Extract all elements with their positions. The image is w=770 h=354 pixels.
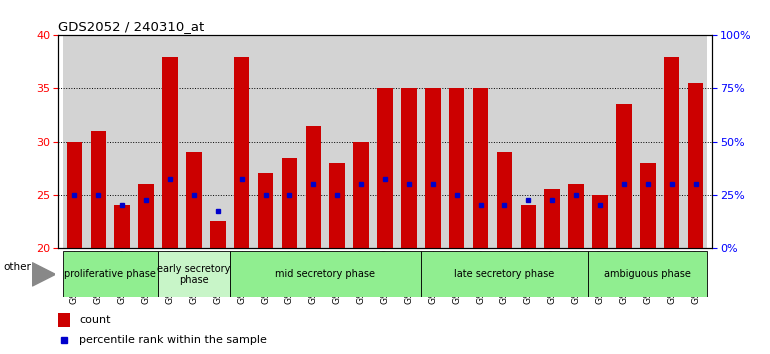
Bar [115, 205, 130, 248]
Bar [636, 35, 660, 248]
Bar [377, 88, 393, 248]
Bar [521, 205, 536, 248]
Bar [421, 35, 445, 248]
Bar [517, 35, 541, 248]
Bar [210, 221, 226, 248]
Bar [306, 126, 321, 248]
FancyBboxPatch shape [62, 251, 158, 297]
Bar [684, 35, 708, 248]
Bar [62, 35, 86, 248]
Bar [86, 35, 110, 248]
Bar [612, 35, 636, 248]
FancyBboxPatch shape [421, 251, 588, 297]
Bar [58, 313, 71, 327]
Text: proliferative phase: proliferative phase [65, 269, 156, 279]
Bar [397, 35, 421, 248]
Polygon shape [32, 263, 55, 286]
Bar [449, 88, 464, 248]
Bar [158, 35, 182, 248]
Bar [660, 35, 684, 248]
Text: late secretory phase: late secretory phase [454, 269, 554, 279]
Bar [445, 35, 469, 248]
Bar [186, 152, 202, 248]
Bar [469, 35, 493, 248]
Text: count: count [79, 315, 110, 325]
Bar [616, 104, 631, 248]
Bar [162, 57, 178, 248]
Bar [541, 35, 564, 248]
Bar [301, 35, 325, 248]
FancyBboxPatch shape [158, 251, 229, 297]
Bar [277, 35, 301, 248]
Bar [425, 88, 440, 248]
Bar [588, 35, 612, 248]
Bar [258, 173, 273, 248]
Bar [67, 142, 82, 248]
Text: mid secretory phase: mid secretory phase [276, 269, 375, 279]
Bar [473, 88, 488, 248]
Bar [568, 184, 584, 248]
Bar [139, 184, 154, 248]
Bar [493, 35, 517, 248]
Bar [282, 158, 297, 248]
Bar [325, 35, 349, 248]
Bar [349, 35, 373, 248]
Bar [688, 83, 703, 248]
Bar [373, 35, 397, 248]
Text: early secretory
phase: early secretory phase [157, 263, 230, 285]
Bar [330, 163, 345, 248]
Bar [564, 35, 588, 248]
Bar [234, 57, 249, 248]
FancyBboxPatch shape [229, 251, 421, 297]
Bar [497, 152, 512, 248]
Bar [640, 163, 655, 248]
Text: ambiguous phase: ambiguous phase [604, 269, 691, 279]
Bar [134, 35, 158, 248]
Text: GDS2052 / 240310_at: GDS2052 / 240310_at [58, 20, 204, 33]
Bar [91, 131, 106, 248]
Bar [544, 189, 560, 248]
Bar [110, 35, 134, 248]
Text: percentile rank within the sample: percentile rank within the sample [79, 335, 266, 345]
Bar [592, 195, 608, 248]
Bar [182, 35, 206, 248]
Bar [353, 142, 369, 248]
Bar [206, 35, 229, 248]
Bar [229, 35, 253, 248]
Bar [664, 57, 679, 248]
Text: other: other [4, 262, 32, 273]
Bar [253, 35, 277, 248]
FancyBboxPatch shape [588, 251, 708, 297]
Bar [401, 88, 417, 248]
